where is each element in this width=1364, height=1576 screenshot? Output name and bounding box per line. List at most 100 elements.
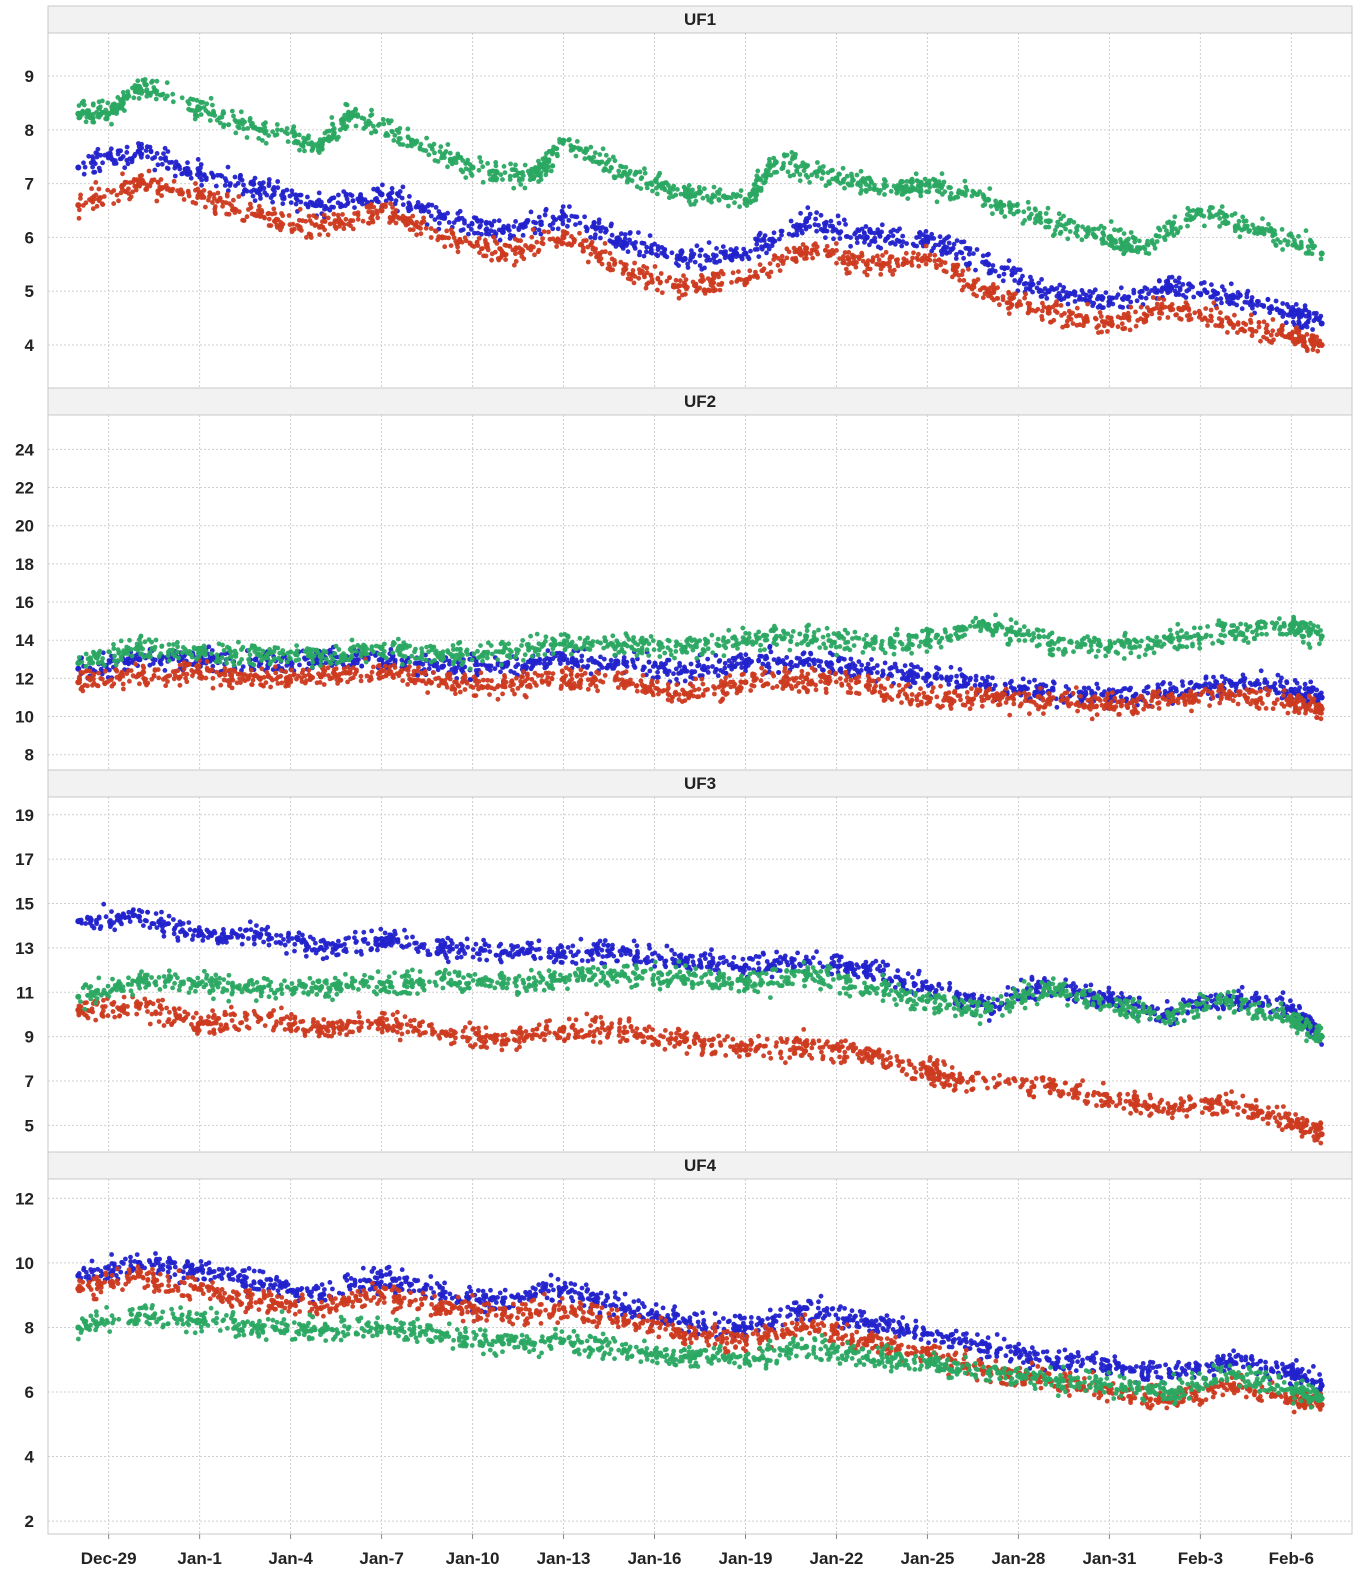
data-point — [934, 199, 940, 205]
data-point — [707, 257, 713, 263]
data-point — [1217, 208, 1223, 214]
data-point — [1093, 316, 1099, 322]
data-point — [738, 188, 744, 194]
data-point — [261, 185, 267, 191]
data-point — [511, 224, 517, 229]
data-point — [807, 211, 813, 217]
data-point — [147, 183, 153, 189]
data-point — [1234, 225, 1239, 231]
data-point — [266, 216, 272, 222]
data-point — [625, 276, 631, 281]
data-point — [563, 231, 568, 237]
data-point — [308, 142, 314, 147]
data-point — [447, 150, 453, 156]
data-point — [1207, 681, 1212, 687]
data-point — [285, 131, 290, 137]
data-point — [607, 238, 613, 244]
data-point — [849, 171, 854, 177]
data-point — [887, 268, 893, 274]
data-point — [988, 203, 994, 209]
data-point — [293, 195, 299, 201]
data-point — [1291, 307, 1296, 313]
data-point — [705, 665, 711, 670]
data-point — [876, 257, 882, 263]
data-point — [572, 237, 577, 243]
data-point — [699, 247, 704, 253]
data-point — [779, 232, 784, 238]
data-point — [1309, 251, 1315, 257]
data-point — [400, 184, 406, 190]
data-point — [1256, 320, 1262, 325]
data-point — [954, 252, 959, 257]
data-point — [378, 191, 385, 198]
data-point — [845, 254, 851, 260]
data-point — [801, 222, 806, 228]
data-point — [788, 218, 794, 224]
y-tick-label: 20 — [15, 517, 34, 536]
data-point — [362, 197, 368, 203]
data-point — [317, 232, 322, 238]
data-point — [639, 240, 645, 246]
data-point — [363, 120, 369, 126]
data-point — [108, 146, 114, 152]
data-point — [432, 228, 438, 234]
data-point — [634, 184, 640, 190]
data-point — [1303, 228, 1309, 234]
data-point — [1280, 323, 1285, 329]
data-point — [754, 238, 760, 244]
data-point — [806, 215, 812, 221]
data-point — [980, 295, 986, 301]
data-point — [1121, 231, 1127, 237]
data-point — [674, 253, 680, 259]
data-point — [343, 101, 349, 107]
data-point — [861, 230, 867, 236]
data-point — [754, 241, 760, 247]
data-point — [986, 251, 991, 257]
data-point — [1120, 241, 1125, 247]
data-point — [1108, 219, 1114, 224]
data-point — [324, 137, 330, 142]
data-point — [1276, 328, 1282, 333]
data-point — [210, 102, 215, 108]
data-point — [121, 686, 126, 692]
data-point — [629, 272, 635, 277]
data-point — [262, 130, 268, 136]
data-point — [711, 184, 717, 190]
data-point — [1021, 281, 1027, 287]
data-point — [485, 247, 491, 253]
data-point — [289, 229, 295, 235]
data-point — [990, 675, 995, 681]
data-point — [885, 235, 890, 241]
data-point — [855, 182, 860, 187]
data-point — [231, 113, 236, 119]
data-point — [1133, 323, 1139, 329]
y-tick-label: 24 — [15, 440, 34, 459]
data-point — [985, 262, 991, 268]
data-point — [469, 164, 476, 171]
data-point — [1290, 242, 1295, 248]
data-point — [159, 161, 165, 167]
data-point — [322, 219, 328, 225]
data-point — [240, 664, 246, 670]
data-point — [918, 667, 924, 672]
data-point — [863, 224, 869, 229]
data-point — [968, 675, 973, 681]
data-point — [814, 249, 819, 254]
data-point — [213, 183, 219, 189]
data-point — [850, 661, 856, 666]
data-point — [355, 216, 361, 222]
y-tick-label: 5 — [25, 282, 34, 301]
data-point — [977, 682, 983, 687]
data-point — [375, 186, 380, 192]
data-point — [158, 156, 164, 161]
data-point — [1029, 278, 1035, 283]
data-point — [131, 95, 137, 101]
data-point — [691, 283, 697, 288]
data-point — [654, 191, 660, 197]
y-tick-label: 8 — [25, 121, 34, 140]
data-point — [654, 674, 660, 680]
data-point — [588, 235, 593, 240]
data-point — [1040, 308, 1045, 314]
